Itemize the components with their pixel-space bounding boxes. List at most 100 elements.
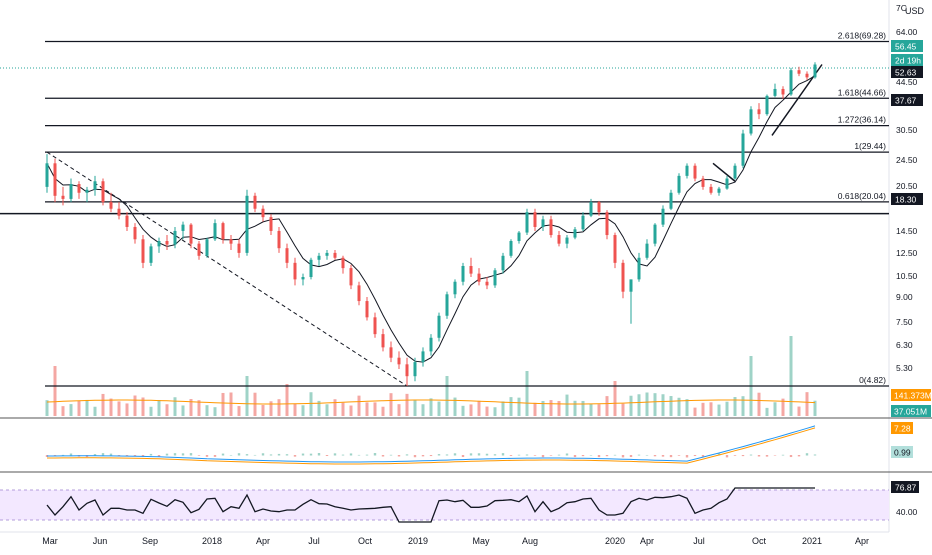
candle-body bbox=[717, 188, 721, 193]
candle-body bbox=[261, 208, 265, 218]
volume-badge-text: 141.373M bbox=[894, 391, 932, 401]
candle-body bbox=[693, 165, 697, 179]
volume-average-line bbox=[46, 399, 816, 405]
macd-histogram-bar bbox=[445, 454, 449, 456]
macd-signal-line bbox=[47, 427, 816, 465]
x-tick-label: Aug bbox=[522, 536, 538, 546]
candle-body bbox=[685, 165, 689, 176]
volume-bar bbox=[581, 400, 585, 416]
volume-bar bbox=[69, 404, 73, 416]
candle-body bbox=[413, 362, 417, 377]
price-badge-text: 52.63 bbox=[895, 68, 917, 78]
candle-body bbox=[141, 239, 145, 263]
volume-bar bbox=[597, 404, 601, 416]
candle-body bbox=[701, 178, 705, 187]
volume-bar bbox=[77, 400, 81, 416]
volume-bar bbox=[677, 397, 681, 416]
volume-bar bbox=[221, 392, 225, 416]
macd-badge bbox=[891, 446, 913, 458]
volume-bar bbox=[741, 396, 745, 416]
macd-histogram-bar bbox=[325, 455, 329, 456]
volume-bar bbox=[605, 396, 609, 416]
price-axis-label: 12.50 bbox=[896, 248, 918, 258]
macd-histogram-bar bbox=[341, 454, 345, 456]
candle-body bbox=[637, 257, 641, 280]
candle-body bbox=[725, 178, 729, 189]
macd-histogram-bar bbox=[405, 454, 409, 456]
candle-body bbox=[149, 246, 153, 263]
candle-body bbox=[93, 181, 97, 190]
macd-histogram-bar bbox=[69, 453, 73, 456]
rsi-line-path bbox=[46, 487, 815, 523]
candle-body bbox=[333, 252, 337, 258]
macd-histogram-bar bbox=[301, 453, 305, 456]
macd-layer bbox=[45, 425, 817, 465]
candle-body bbox=[629, 279, 633, 292]
volume-bar bbox=[669, 396, 673, 416]
macd-histogram-bar bbox=[797, 455, 801, 457]
fib-level-label: 1.272(36.14) bbox=[838, 115, 886, 125]
macd-histogram-bar bbox=[437, 454, 441, 456]
candle-body bbox=[397, 357, 401, 365]
macd-line bbox=[47, 425, 816, 463]
volume-bar bbox=[485, 406, 489, 416]
macd-histogram-bar bbox=[213, 455, 217, 457]
volume-bar bbox=[573, 400, 577, 416]
macd-histogram-bar bbox=[565, 453, 569, 456]
candle-body bbox=[349, 268, 353, 286]
volume-bar bbox=[397, 404, 401, 416]
macd-histogram-bar bbox=[637, 454, 641, 456]
macd-histogram-bar bbox=[773, 455, 777, 456]
candle-body bbox=[461, 265, 465, 282]
x-tick-label: Jul bbox=[308, 536, 320, 546]
candles bbox=[45, 62, 817, 386]
price-axis-label: 14.50 bbox=[896, 226, 918, 236]
price-axis-label: 24.50 bbox=[896, 155, 918, 165]
candle-body bbox=[749, 109, 753, 134]
macd-histogram-bar bbox=[389, 454, 393, 456]
macd-histogram-bar bbox=[805, 453, 809, 456]
x-tick-label: 2020 bbox=[605, 536, 625, 546]
candle-body bbox=[589, 202, 593, 216]
macd-histogram-bar bbox=[293, 455, 297, 457]
macd-histogram-bar bbox=[621, 455, 625, 458]
candle-body bbox=[357, 285, 361, 302]
macd-histogram-bar bbox=[541, 455, 545, 458]
macd-histogram-bar bbox=[461, 455, 465, 458]
macd-histogram-bar bbox=[661, 455, 665, 457]
volume-bar bbox=[141, 397, 145, 416]
candle-body bbox=[501, 255, 505, 271]
candle-body bbox=[757, 109, 761, 115]
macd-histogram-bar bbox=[501, 453, 505, 456]
volume-bar bbox=[645, 392, 649, 416]
candle-body bbox=[205, 239, 209, 256]
volume-bar bbox=[773, 402, 777, 416]
x-tick-label: Apr bbox=[855, 536, 869, 546]
volume-bar bbox=[709, 402, 713, 416]
candle-body bbox=[493, 270, 497, 286]
volume-bar bbox=[373, 402, 377, 416]
candle-body bbox=[677, 175, 681, 193]
candle-body bbox=[317, 255, 321, 260]
volume-bar bbox=[437, 401, 441, 416]
price-badge bbox=[891, 40, 923, 52]
candle-body bbox=[621, 262, 625, 292]
macd-histogram-bar bbox=[581, 455, 585, 457]
volume-bar bbox=[765, 407, 769, 416]
candle-body bbox=[165, 241, 169, 245]
volume-bar bbox=[693, 407, 697, 416]
volume-bar bbox=[237, 406, 241, 416]
macd-histogram-bar bbox=[757, 455, 761, 457]
candle-body bbox=[405, 364, 409, 377]
macd-histogram-bar bbox=[157, 455, 161, 457]
price-badge bbox=[891, 66, 923, 78]
candle-body bbox=[309, 259, 313, 278]
price-badge-text: 56.45 bbox=[895, 42, 917, 52]
candle-body bbox=[277, 230, 281, 249]
macd-histogram-bar bbox=[549, 455, 553, 456]
candle-body bbox=[709, 186, 713, 193]
volume-bar bbox=[725, 401, 729, 416]
macd-badge-text: 7.28 bbox=[894, 424, 911, 434]
volume-bar bbox=[277, 399, 281, 416]
